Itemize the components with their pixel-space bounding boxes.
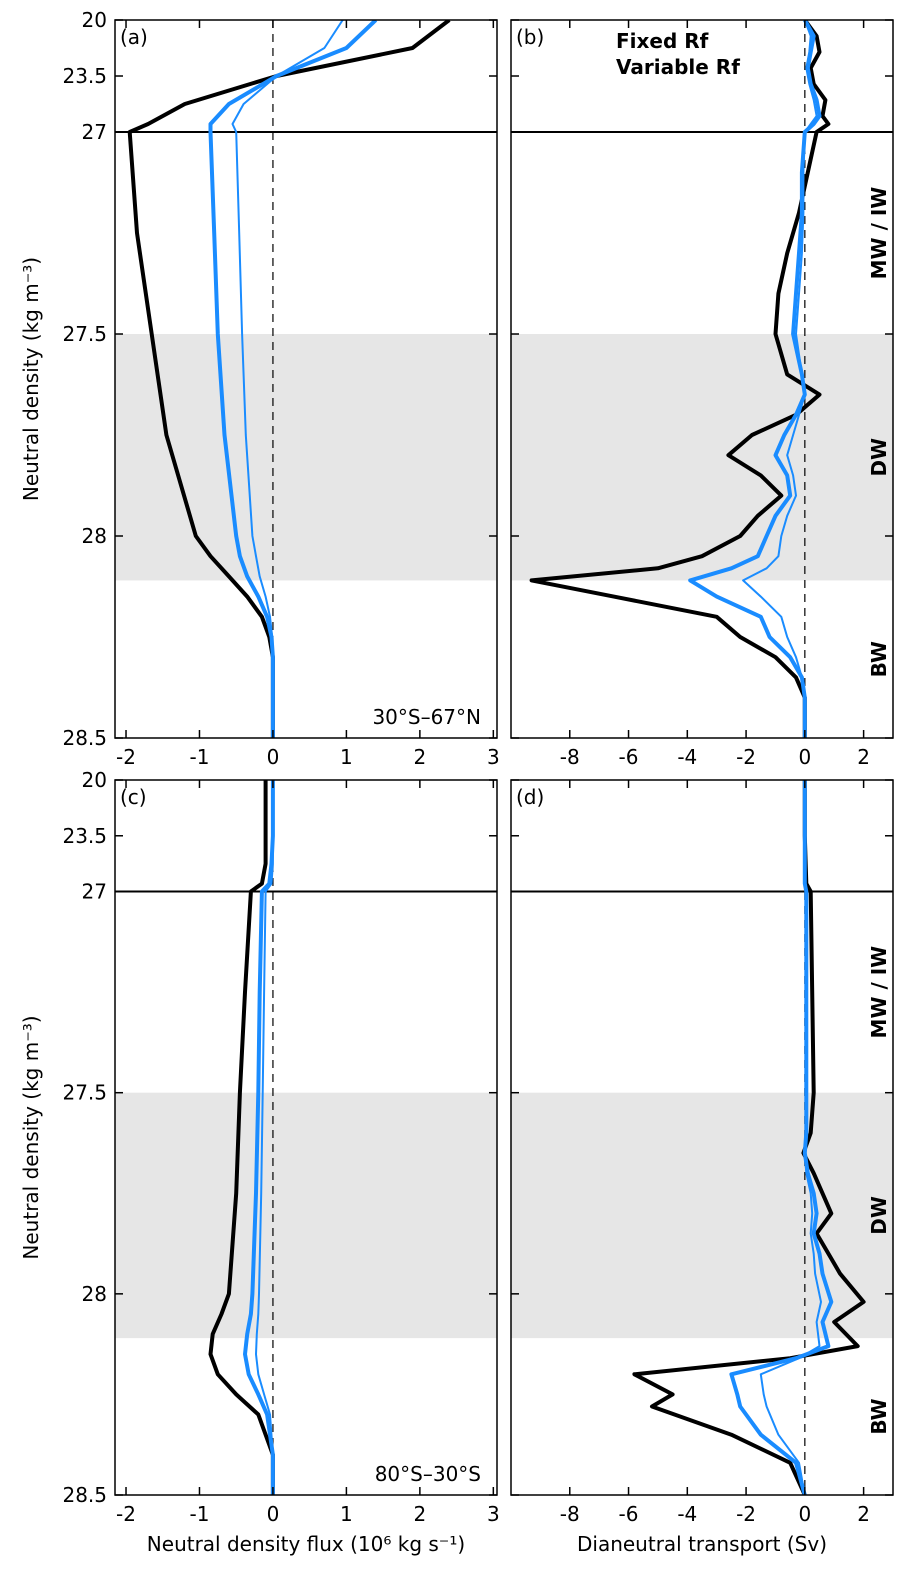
shade-band (115, 1092, 497, 1339)
x-tick-label: 0 (267, 745, 280, 769)
x-tick-label: 0 (798, 1502, 811, 1526)
panel-label: (a) (120, 25, 148, 49)
x-tick-label: -2 (736, 745, 756, 769)
y-tick-label: 23.5 (62, 64, 107, 88)
region-annotation: 30°S–67°N (372, 705, 481, 729)
plot-frame (114, 19, 498, 739)
y-axis-label: Neutral density (kg m⁻³) (19, 257, 43, 501)
x-tick-label: 2 (857, 745, 870, 769)
y-tick-label: 28 (82, 1282, 107, 1306)
series-line (759, 780, 822, 1495)
x-tick-label: -6 (619, 745, 639, 769)
plot-frame (510, 779, 894, 1496)
x-tick-label: -8 (560, 745, 580, 769)
x-tick-label: -2 (116, 745, 136, 769)
x-axis-label: Dianeutral transport (Sv) (577, 1532, 827, 1556)
y-tick-label: 20 (82, 8, 107, 32)
x-tick-label: -2 (116, 1502, 136, 1526)
x-tick-label: 1 (340, 745, 353, 769)
plot-area (511, 20, 893, 738)
x-tick-label: 2 (857, 1502, 870, 1526)
x-axis-label: Neutral density flux (10⁶ kg s⁻¹) (147, 1532, 465, 1556)
x-tick-label: -1 (190, 1502, 210, 1526)
water-mass-label: DW (867, 1196, 891, 1235)
y-tick-label: 20 (82, 768, 107, 792)
y-tick-label: 27 (82, 120, 107, 144)
legend-entry: Fixed Rf (616, 29, 709, 53)
x-tick-label: -4 (677, 1502, 697, 1526)
x-tick-label: 3 (487, 745, 500, 769)
x-tick-label: 0 (267, 1502, 280, 1526)
x-tick-label: 1 (340, 1502, 353, 1526)
x-tick-label: 2 (413, 745, 426, 769)
y-tick-label: 27 (82, 880, 107, 904)
y-tick-label: 27.5 (62, 322, 107, 346)
x-tick-label: 3 (487, 1502, 500, 1526)
y-tick-label: 28.5 (62, 726, 107, 750)
y-tick-label: 28.5 (62, 1483, 107, 1507)
water-mass-label: MW / IW (867, 946, 891, 1039)
water-mass-label: DW (867, 438, 891, 477)
series-line (632, 780, 866, 1495)
series-line (255, 780, 274, 1495)
series-line (688, 20, 822, 738)
y-tick-label: 27.5 (62, 1081, 107, 1105)
y-tick-label: 23.5 (62, 824, 107, 848)
water-mass-label: MW / IW (867, 187, 891, 280)
shade-band (115, 334, 497, 581)
y-axis-label: Neutral density (kg m⁻³) (19, 1015, 43, 1259)
shade-band (511, 334, 893, 581)
plot-area (511, 780, 893, 1495)
x-tick-label: -2 (736, 1502, 756, 1526)
water-mass-label: BW (867, 1398, 891, 1434)
plot-frame (114, 779, 498, 1496)
shade-band (511, 1092, 893, 1339)
plot-area (115, 780, 497, 1495)
panel-label: (c) (120, 785, 147, 809)
series-line (231, 20, 344, 738)
series-line (243, 780, 275, 1495)
y-tick-label: 28 (82, 524, 107, 548)
series-line (208, 780, 275, 1495)
x-tick-label: -8 (560, 1502, 580, 1526)
plot-area (115, 20, 497, 738)
x-tick-label: 2 (413, 1502, 426, 1526)
x-tick-label: -4 (677, 745, 697, 769)
series-line (742, 20, 818, 738)
legend-entry: Variable Rf (616, 55, 740, 79)
plot-frame (510, 19, 894, 739)
region-annotation: 80°S–30°S (375, 1462, 481, 1486)
x-tick-label: 0 (798, 745, 811, 769)
water-mass-label: BW (867, 641, 891, 677)
panel-label: (d) (516, 785, 544, 809)
x-tick-label: -1 (190, 745, 210, 769)
x-tick-label: -6 (619, 1502, 639, 1526)
panel-label: (b) (516, 25, 544, 49)
